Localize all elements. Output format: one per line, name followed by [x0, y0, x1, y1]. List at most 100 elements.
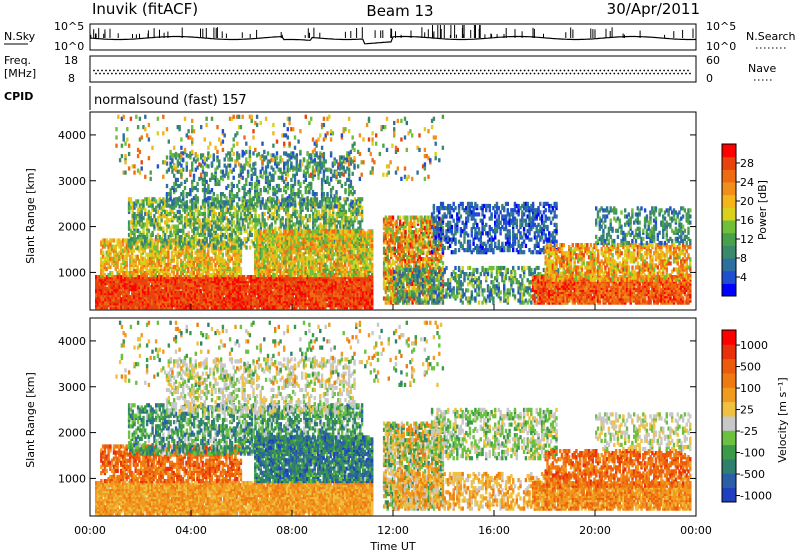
- echo-cell: [142, 205, 145, 210]
- echo-cell: [335, 211, 338, 217]
- echo-cell: [105, 260, 108, 265]
- echo-cell: [313, 201, 317, 206]
- echo-cell: [212, 275, 215, 280]
- echo-cell: [138, 238, 141, 243]
- echo-cell: [203, 228, 207, 233]
- echo-cell: [321, 224, 324, 229]
- echo-cell: [357, 197, 360, 202]
- freq-dot: [328, 69, 331, 72]
- echo-cell: [220, 211, 223, 217]
- echo-cell: [224, 291, 228, 296]
- echo-cell: [256, 232, 259, 238]
- echo-cell: [173, 188, 176, 193]
- echo-cell: [112, 256, 116, 261]
- nave-dot: [593, 72, 596, 75]
- echo-cell: [239, 248, 243, 253]
- echo-cell: [319, 216, 322, 221]
- echo-cell: [227, 224, 230, 229]
- echo-cell: [265, 205, 268, 210]
- echo-cell: [178, 183, 181, 189]
- echo-cell: [127, 232, 131, 238]
- nave-dot: [629, 72, 632, 75]
- echo-cell: [286, 220, 290, 225]
- echo-cell: [105, 250, 108, 255]
- echo-cell: [156, 238, 159, 243]
- echo-cell: [207, 260, 210, 265]
- nave-dot: [501, 72, 504, 75]
- nave-dot: [426, 72, 428, 75]
- freq-dot: [503, 69, 506, 72]
- echo-cell: [215, 297, 219, 302]
- echo-cell: [263, 205, 266, 210]
- nave-dot: [146, 72, 149, 75]
- freq-dot: [240, 69, 243, 72]
- echo-cell: [187, 244, 190, 249]
- echo-cell: [210, 262, 214, 267]
- echo-cell: [144, 235, 147, 240]
- echo-cell: [216, 220, 219, 225]
- echo-cell: [174, 235, 178, 240]
- echo-cell: [348, 226, 351, 231]
- echo-cell: [308, 199, 311, 204]
- echo-cell: [196, 252, 199, 257]
- echo-cell: [203, 275, 206, 280]
- freq-dot: [451, 69, 454, 72]
- echo-cell: [183, 204, 187, 209]
- echo-cell: [103, 262, 107, 267]
- echo-cell: [196, 262, 199, 267]
- echo-cell: [316, 285, 320, 290]
- echo-cell: [210, 256, 214, 261]
- echo-cell: [178, 161, 181, 166]
- echo-cell: [277, 199, 281, 204]
- echo-cell: [205, 252, 208, 257]
- freq-dot: [615, 69, 618, 72]
- echo-cell: [165, 194, 169, 199]
- echo-cell: [265, 199, 268, 204]
- echo-cell: [109, 256, 112, 261]
- echo-cell: [185, 252, 188, 257]
- echo-cell: [163, 266, 166, 272]
- freq-dot: [392, 69, 394, 72]
- echo-cell: [252, 241, 255, 246]
- nave-dot: [346, 72, 349, 75]
- echo-cell: [268, 224, 272, 229]
- echo-cell: [253, 275, 257, 280]
- echo-cell: [188, 271, 192, 276]
- echo-cell: [147, 220, 151, 225]
- echo-cell: [230, 197, 234, 202]
- echo-cell: [351, 211, 355, 217]
- echo-cell: [185, 222, 189, 227]
- nave-dot: [469, 72, 472, 75]
- echo-cell: [116, 238, 119, 243]
- echo-cell: [132, 303, 136, 308]
- echo-cell: [306, 199, 310, 204]
- echo-cell: [132, 271, 136, 276]
- echo-cell: [133, 232, 136, 238]
- power-heatmap: [95, 114, 692, 310]
- echo-cell: [224, 295, 228, 300]
- echo-cell: [330, 224, 333, 229]
- freq-dot: [204, 69, 207, 72]
- freq-dot: [467, 69, 470, 72]
- echo-cell: [153, 226, 156, 231]
- echo-cell: [223, 245, 226, 250]
- echo-cell: [183, 201, 187, 206]
- echo-cell: [196, 181, 199, 186]
- echo-cell: [121, 242, 125, 247]
- echo-cell: [239, 245, 243, 250]
- echo-cell: [151, 299, 154, 304]
- echo-cell: [359, 205, 362, 210]
- echo-cell: [150, 266, 154, 272]
- echo-cell: [181, 260, 185, 265]
- echo-cell: [201, 224, 205, 229]
- nave-dot: [605, 72, 608, 75]
- echo-cell: [136, 207, 140, 212]
- echo-cell: [164, 232, 167, 238]
- echo-cell: [167, 192, 170, 197]
- echo-cell: [188, 256, 192, 261]
- freq-dot: [631, 69, 634, 72]
- echo-cell: [293, 297, 296, 302]
- echo-cell: [342, 224, 346, 229]
- echo-cell: [103, 256, 107, 261]
- echo-cell: [248, 275, 251, 280]
